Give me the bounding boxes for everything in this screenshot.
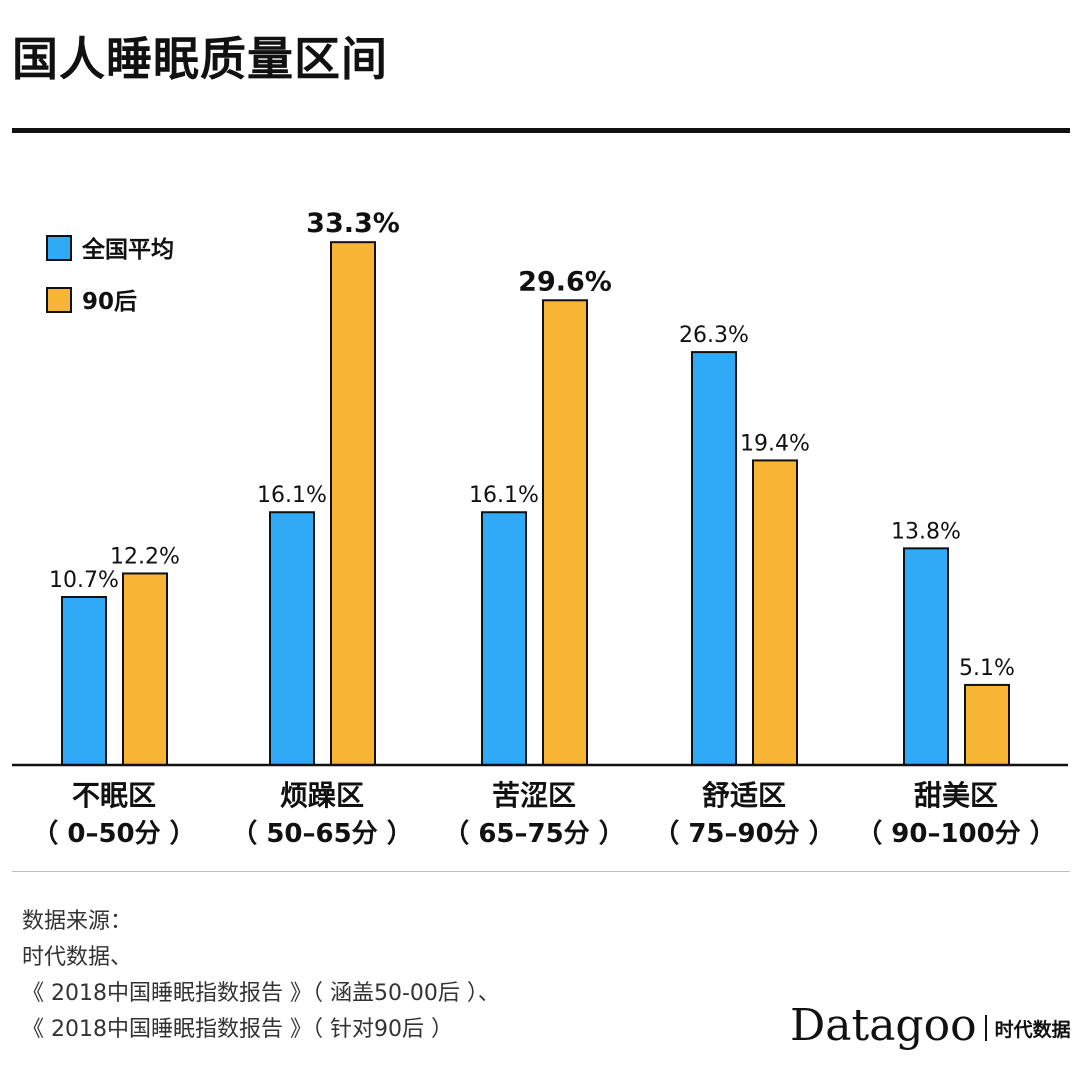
category-range-label: （ 0–50分 ） xyxy=(32,819,195,849)
category-label: 甜美区 xyxy=(914,779,998,812)
data-label: 26.3% xyxy=(679,323,749,348)
bar xyxy=(330,241,376,766)
source-line: 《 2018中国睡眠指数报告 》（ 涵盖50-00后 ）、 xyxy=(22,981,500,1006)
source-line: 《 2018中国睡眠指数报告 》（ 针对90后 ） xyxy=(22,1017,453,1042)
data-label: 29.6% xyxy=(518,266,612,297)
source-heading: 数据来源： xyxy=(22,909,133,934)
data-source: 数据来源： 时代数据、 《 2018中国睡眠指数报告 》（ 涵盖50-00后 ）… xyxy=(22,904,500,1048)
category-range-label: （ 75–90分 ） xyxy=(653,819,834,849)
category-label: 舒适区 xyxy=(702,779,786,812)
bar xyxy=(61,596,107,767)
category-label: 烦躁区 xyxy=(280,779,364,812)
bar xyxy=(903,547,949,767)
datagoo-logo: Datagoo 时代数据 xyxy=(790,1000,1071,1051)
legend-label: 90后 xyxy=(82,289,137,315)
bar xyxy=(752,459,798,766)
data-label: 19.4% xyxy=(740,431,810,456)
legend-swatch xyxy=(46,235,72,261)
data-label: 16.1% xyxy=(469,483,539,508)
bar xyxy=(122,572,168,767)
data-label: 13.8% xyxy=(891,519,961,544)
bar xyxy=(542,299,588,766)
chart-title: 国人睡眠质量区间 xyxy=(12,32,388,86)
data-label: 16.1% xyxy=(257,483,327,508)
category-range-label: （ 90–100分 ） xyxy=(856,819,1056,849)
bar-chart: 10.7% 16.1% 16.1% 26.3% 13.8% 12.2% 33.3% 29.6%… xyxy=(12,208,1068,849)
data-label: 12.2% xyxy=(110,544,180,569)
data-label: 5.1% xyxy=(959,656,1015,681)
source-line: 时代数据、 xyxy=(22,945,133,970)
bar xyxy=(481,511,527,766)
logo-chinese: 时代数据 xyxy=(994,1019,1071,1041)
data-label: 10.7% xyxy=(49,568,119,593)
title-divider xyxy=(12,128,1070,133)
bar xyxy=(691,351,737,766)
footer-divider xyxy=(12,871,1070,872)
logo-wordmark: Datagoo xyxy=(790,1000,977,1051)
category-range-label: （ 50–65分 ） xyxy=(231,819,412,849)
legend-swatch xyxy=(46,287,72,313)
legend-label: 全国平均 xyxy=(81,236,174,263)
logo-separator xyxy=(984,1014,987,1041)
bar xyxy=(269,511,315,766)
category-range-label: （ 65–75分 ） xyxy=(443,819,624,849)
category-label: 苦涩区 xyxy=(492,779,576,812)
data-label: 33.3% xyxy=(306,208,400,239)
bar xyxy=(964,683,1010,766)
category-label: 不眠区 xyxy=(72,779,156,812)
